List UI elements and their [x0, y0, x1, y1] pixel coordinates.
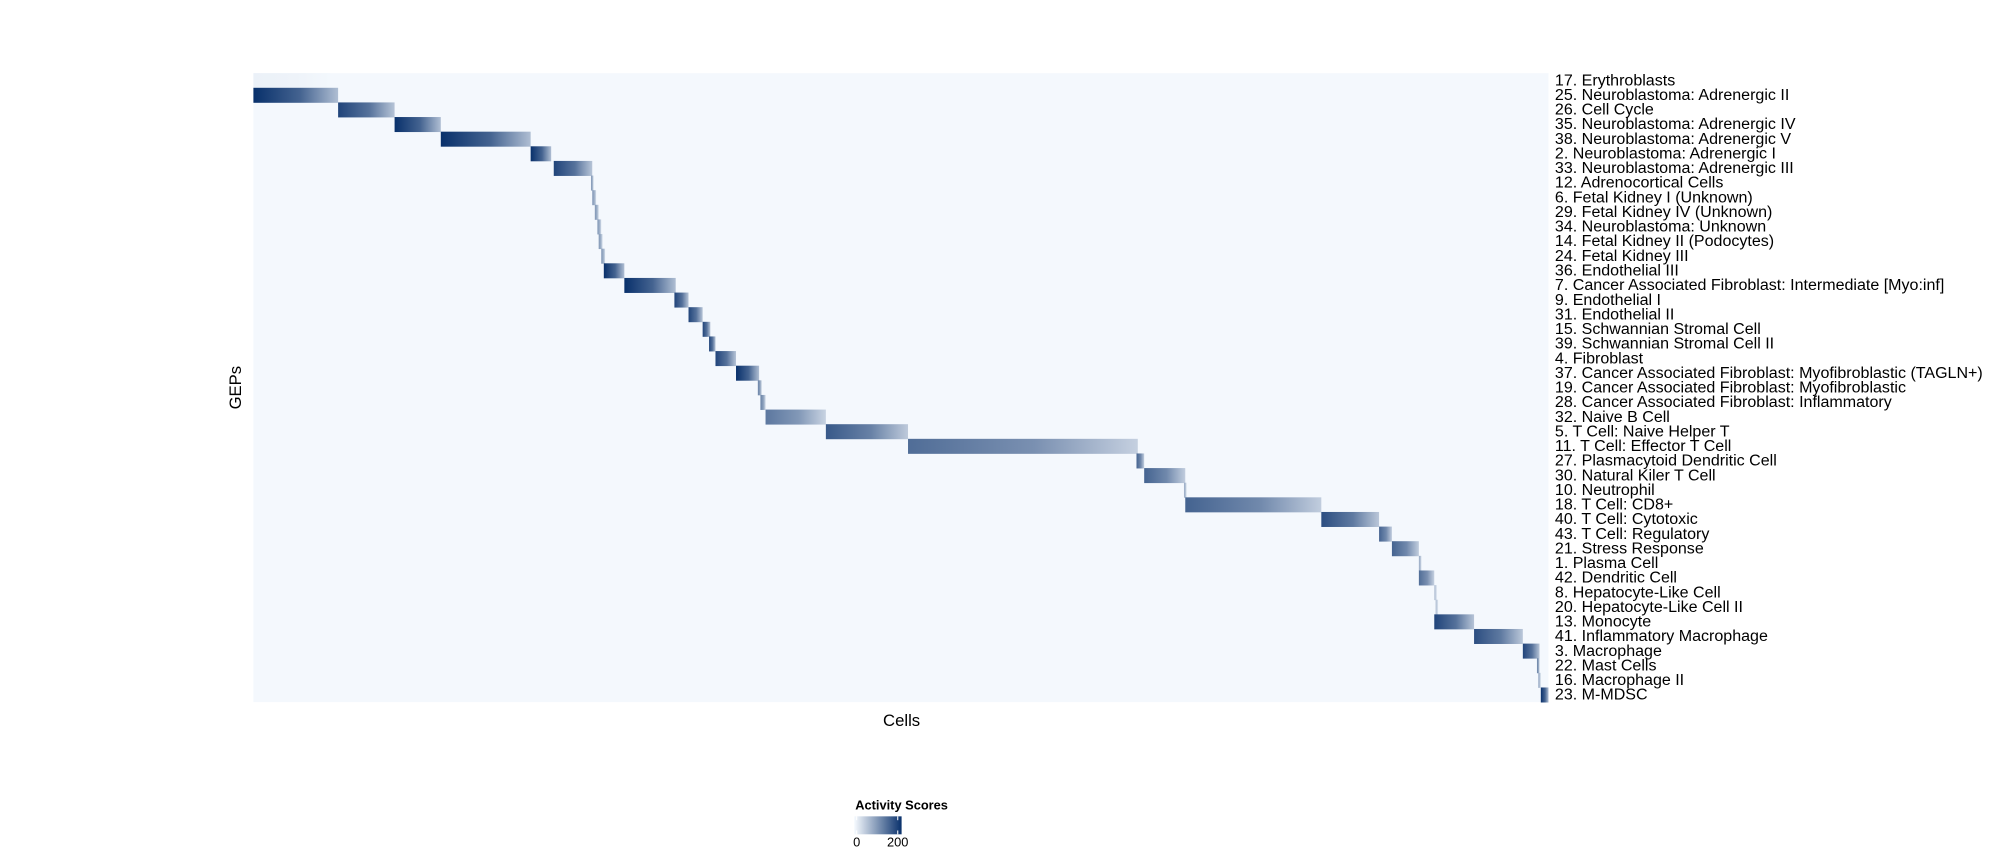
row-label: 29. Fetal Kidney IV (Unknown): [1555, 203, 1772, 221]
heatmap-block: [1418, 555, 1422, 571]
row-label: 13. Monocyte: [1555, 613, 1651, 631]
heatmap-block: [1434, 614, 1475, 630]
row-label: 3. Macrophage: [1555, 642, 1662, 660]
row-label: 6. Fetal Kidney I (Unknown): [1555, 188, 1753, 206]
heatmap-block: [1540, 687, 1549, 703]
heatmap-block: [1321, 511, 1380, 527]
heatmap-block: [1418, 570, 1435, 586]
heatmap-block: [253, 87, 339, 103]
colorbar: [854, 816, 902, 835]
row-label: 2. Neuroblastoma: Adrenergic I: [1555, 144, 1776, 162]
row-label: 28. Cancer Associated Fibroblast: Inflam…: [1555, 393, 1892, 411]
row-label: 38. Neuroblastoma: Adrenergic V: [1555, 130, 1791, 148]
heatmap-block: [1144, 468, 1186, 484]
heatmap-block: [590, 175, 594, 191]
row-label: 17. Erythroblasts: [1555, 71, 1675, 89]
x-axis-title: Cells: [883, 711, 920, 730]
heatmap-block: [603, 263, 625, 279]
row-label: 34. Neuroblastoma: Unknown: [1555, 218, 1766, 236]
row-label: 22. Mast Cells: [1555, 656, 1657, 674]
heatmap-block: [1474, 628, 1523, 644]
row-label: 27. Plasmacytoid Dendritic Cell: [1555, 452, 1777, 470]
row-label: 24. Fetal Kidney III: [1555, 247, 1689, 265]
heatmap-block: [592, 190, 597, 206]
row-label: 14. Fetal Kidney II (Podocytes): [1555, 232, 1774, 250]
row-label: 19. Cancer Associated Fibroblast: Myofib…: [1555, 379, 1906, 397]
row-label: 39. Schwannian Stromal Cell II: [1555, 335, 1774, 353]
row-label: 30. Natural Kiler T Cell: [1555, 466, 1716, 484]
row-label: 16. Macrophage II: [1555, 671, 1684, 689]
heatmap-block: [1379, 526, 1392, 542]
row-label: 9. Endothelial I: [1555, 291, 1661, 309]
y-axis-title: GEPs: [226, 366, 245, 410]
row-label: 10. Neutrophil: [1555, 481, 1655, 499]
row-label: 21. Stress Response: [1555, 539, 1704, 557]
heatmap-block: [530, 146, 552, 162]
row-label: 4. Fibroblast: [1555, 349, 1644, 367]
heatmap-block: [674, 292, 689, 308]
heatmap-block: [1391, 541, 1419, 557]
row-label: 5. T Cell: Naive Helper T: [1555, 422, 1730, 440]
colorbar-title: Activity Scores: [855, 797, 948, 812]
heatmap-background: [253, 73, 1549, 703]
heatmap-block: [702, 321, 711, 337]
heatmap-block: [338, 102, 395, 118]
row-label: 7. Cancer Associated Fibroblast: Interme…: [1555, 276, 1944, 294]
heatmap-block: [825, 424, 909, 440]
row-label: 43. T Cell: Regulatory: [1555, 525, 1709, 543]
row-label: 25. Neuroblastoma: Adrenergic II: [1555, 86, 1789, 104]
heatmap-block: [1522, 643, 1540, 659]
row-label: 11. T Cell: Effector T Cell: [1555, 437, 1731, 455]
heatmap-block: [597, 219, 602, 235]
heatmap-block: [601, 248, 606, 264]
heatmap-block: [253, 73, 331, 89]
row-label: 26. Cell Cycle: [1555, 101, 1654, 119]
row-label: 15. Schwannian Stromal Cell: [1555, 320, 1761, 338]
row-label: 23. M-MDSC: [1555, 686, 1648, 704]
heatmap-block: [553, 160, 593, 176]
heatmap-block: [709, 336, 716, 352]
row-label: 37. Cancer Associated Fibroblast: Myofib…: [1555, 364, 1983, 382]
row-label: 32. Naive B Cell: [1555, 408, 1670, 426]
heatmap-block: [594, 204, 599, 220]
heatmap-block: [757, 380, 762, 396]
row-label: 8. Hepatocyte-Like Cell: [1555, 583, 1721, 601]
heatmap-block: [908, 438, 1138, 454]
heatmap-block: [1183, 482, 1187, 498]
row-label: 33. Neuroblastoma: Adrenergic III: [1555, 159, 1794, 177]
row-label: 40. T Cell: Cytotoxic: [1555, 510, 1698, 528]
heatmap-block: [1435, 599, 1439, 615]
row-label: 42. Dendritic Cell: [1555, 569, 1677, 587]
heatmap-block: [440, 131, 531, 147]
heatmap-block: [394, 117, 441, 133]
heatmap-block: [624, 277, 676, 293]
heatmap-block: [1434, 585, 1437, 601]
heatmap-block: [1185, 497, 1322, 513]
heatmap-block: [765, 409, 826, 425]
heatmap-block: [715, 351, 737, 367]
heatmap-block: [1136, 453, 1145, 469]
row-label: 18. T Cell: CD8+: [1555, 496, 1673, 514]
heatmap-block: [760, 394, 766, 410]
heatmap-block: [736, 365, 760, 381]
row-label: 41. Inflammatory Macrophage: [1555, 627, 1768, 645]
heatmap-block: [688, 307, 703, 323]
colorbar-tick-label: 200: [887, 835, 908, 850]
heatmap-block: [598, 234, 603, 250]
row-label: 31. Endothelial II: [1555, 305, 1674, 323]
row-label: 20. Hepatocyte-Like Cell II: [1555, 598, 1743, 616]
heatmap-block: [1538, 672, 1541, 688]
row-label: 35. Neuroblastoma: Adrenergic IV: [1555, 115, 1796, 133]
row-label: 12. Adrenocortical Cells: [1555, 174, 1723, 192]
colorbar-tick-label: 0: [853, 835, 860, 850]
row-label: 1. Plasma Cell: [1555, 554, 1658, 572]
heatmap-block: [1536, 658, 1540, 674]
row-label: 36. Endothelial III: [1555, 261, 1679, 279]
